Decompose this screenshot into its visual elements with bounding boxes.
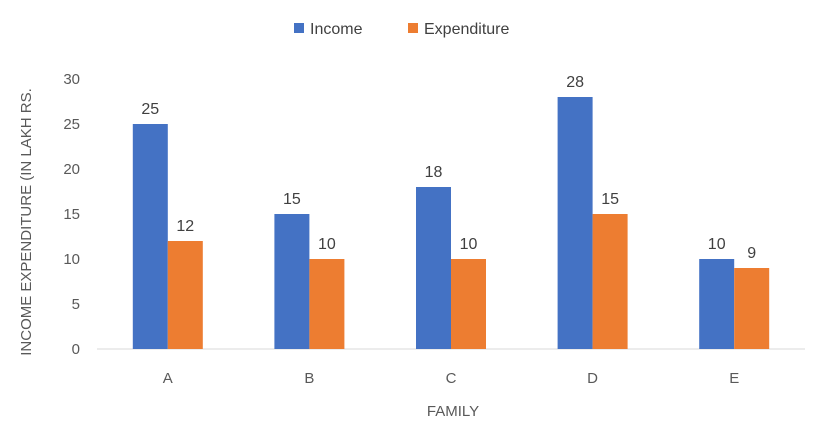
y-tick-label: 25 (63, 116, 80, 133)
data-label-expenditure-c: 10 (460, 236, 478, 253)
data-label-income-b: 15 (283, 191, 301, 208)
data-label-income-d: 28 (566, 74, 584, 91)
x-tick-label: A (163, 370, 173, 387)
data-label-income-c: 18 (425, 164, 443, 181)
legend-swatch-expenditure (408, 23, 418, 33)
bar-expenditure-d (592, 214, 628, 349)
data-label-expenditure-a: 12 (176, 218, 194, 235)
bar-income-e (699, 259, 735, 349)
bar-income-d (557, 97, 593, 349)
bar-expenditure-c (451, 259, 486, 349)
bar-expenditure-a (167, 241, 203, 349)
x-axis-title: FAMILY (427, 403, 479, 420)
y-axis-ticks: 0 5 10 15 20 25 30 (63, 71, 80, 358)
y-axis-title: INCOME EXPENDITURE (IN LAKH RS. (18, 88, 35, 356)
bar-expenditure-e (734, 268, 770, 349)
data-label-income-a: 25 (141, 101, 159, 118)
y-tick-label: 0 (72, 341, 80, 358)
x-tick-label: B (304, 370, 314, 387)
bar-income-c (416, 187, 451, 349)
y-tick-label: 15 (63, 206, 80, 223)
x-tick-label: D (587, 370, 598, 387)
y-tick-label: 20 (63, 161, 80, 178)
legend-swatch-income (294, 23, 304, 33)
data-label-expenditure-e: 9 (747, 245, 756, 262)
bar-expenditure-b (309, 259, 345, 349)
y-tick-label: 5 (72, 296, 80, 313)
bar-income-b (274, 214, 310, 349)
data-label-expenditure-b: 10 (318, 236, 336, 253)
x-axis-ticks: A B C D E (163, 370, 739, 387)
x-tick-label: C (446, 370, 457, 387)
legend: Income Expenditure (294, 21, 509, 38)
bars: 25 12 15 10 18 10 28 15 10 9 (132, 74, 770, 349)
legend-label-income: Income (310, 21, 363, 38)
data-label-expenditure-d: 15 (601, 191, 619, 208)
bar-income-a (132, 124, 168, 349)
legend-label-expenditure: Expenditure (424, 21, 509, 38)
y-tick-label: 10 (63, 251, 80, 268)
y-tick-label: 30 (63, 71, 80, 88)
x-tick-label: E (729, 370, 739, 387)
data-label-income-e: 10 (708, 236, 726, 253)
